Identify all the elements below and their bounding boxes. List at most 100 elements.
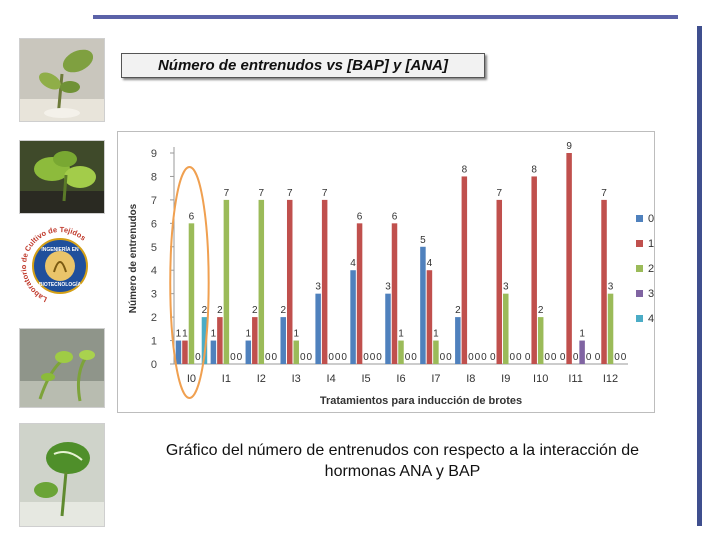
data-label: 6 <box>357 211 363 222</box>
data-label: 1 <box>246 329 252 340</box>
y-tick-label: 7 <box>151 195 157 207</box>
data-label: 2 <box>252 305 258 316</box>
data-label: 8 <box>462 164 468 175</box>
data-label: 0 <box>475 352 481 363</box>
bar <box>217 317 223 364</box>
bar <box>223 199 230 364</box>
data-label: 7 <box>601 188 607 199</box>
data-label: 0 <box>370 352 376 363</box>
data-label: 2 <box>217 305 223 316</box>
bar <box>252 317 258 364</box>
data-label: 7 <box>224 188 230 199</box>
x-tick-label: I8 <box>466 373 475 385</box>
chart-container: 0 1 2 3 4 5 6 7 8 9 Número de entrenudos 1 1 6 0 2 I0 1 2 7… <box>117 131 655 413</box>
y-tick-label: 8 <box>151 171 157 183</box>
plant-photo-1 <box>19 38 105 122</box>
x-tick-label: I9 <box>501 373 510 385</box>
y-tick-label: 9 <box>151 148 157 160</box>
bar <box>182 340 188 364</box>
data-label: 6 <box>392 211 398 222</box>
data-label: 0 <box>335 352 341 363</box>
data-label: 0 <box>614 352 620 363</box>
x-tick-label: I7 <box>431 373 440 385</box>
y-tick-label: 3 <box>151 289 157 301</box>
data-label: 0 <box>490 352 496 363</box>
logo-center-text-bottom: BIOTECNOLOGÍA <box>39 280 82 288</box>
data-label: 0 <box>481 352 487 363</box>
y-tick-label: 4 <box>151 265 157 277</box>
data-label: 3 <box>608 282 614 293</box>
x-tick-label: I3 <box>292 373 301 385</box>
data-label: 1 <box>398 329 404 340</box>
bar <box>350 270 356 364</box>
x-tick-label: I12 <box>603 373 618 385</box>
data-label: 0 <box>237 352 243 363</box>
caption-line-2: hormonas ANA y BAP <box>324 463 481 480</box>
data-label: 1 <box>579 329 585 340</box>
data-label: 0 <box>328 352 334 363</box>
x-tick-label: I6 <box>396 373 405 385</box>
legend-label: 1 <box>648 238 654 250</box>
bar-chart: 0 1 2 3 4 5 6 7 8 9 Número de entrenudos 1 1 6 0 2 I0 1 2 7… <box>128 141 654 407</box>
bar <box>398 340 404 364</box>
data-label: 3 <box>385 282 391 293</box>
data-label: 0 <box>440 352 446 363</box>
right-decorative-rule <box>697 26 702 526</box>
data-label: 0 <box>376 352 382 363</box>
data-label: 0 <box>544 352 550 363</box>
y-tick-label: 1 <box>151 336 157 348</box>
data-label: 7 <box>322 188 328 199</box>
x-tick-label: I2 <box>257 373 266 385</box>
data-label: 0 <box>265 352 271 363</box>
bar <box>607 293 614 364</box>
biotech-lab-logo: Laboratorio de Cultivo de Tejidos INGENI… <box>17 222 103 312</box>
data-label: 8 <box>531 164 537 175</box>
y-tick-label: 2 <box>151 312 157 324</box>
data-label: 0 <box>405 352 411 363</box>
legend-label: 0 <box>648 213 654 225</box>
legend-label: 4 <box>648 313 654 325</box>
data-label: 0 <box>411 352 417 363</box>
data-label: 3 <box>503 282 509 293</box>
top-decorative-rule <box>93 15 678 19</box>
data-label: 6 <box>189 211 195 222</box>
bar <box>258 199 265 364</box>
x-tick-label: I11 <box>568 373 582 385</box>
data-label: 9 <box>566 141 572 152</box>
legend-swatch <box>636 240 643 247</box>
data-label: 4 <box>350 258 356 269</box>
legend-swatch <box>636 215 643 222</box>
data-label: 0 <box>363 352 369 363</box>
plant-photo-2 <box>19 140 105 214</box>
y-tick-label: 5 <box>151 242 157 254</box>
x-tick-label: I0 <box>187 373 196 385</box>
bar <box>356 223 363 364</box>
data-label: 0 <box>272 352 278 363</box>
bar <box>286 199 293 364</box>
bar <box>503 293 509 364</box>
data-label: 1 <box>182 329 188 340</box>
legend-swatch <box>636 290 643 297</box>
x-tick-label: I5 <box>361 373 370 385</box>
y-axis-title: Número de entrenudos <box>128 203 139 313</box>
legend-swatch <box>636 315 643 322</box>
data-label: 0 <box>509 352 515 363</box>
x-axis-title: Tratamientos para inducción de brotes <box>320 395 522 407</box>
plant-photo-3 <box>19 328 105 408</box>
x-tick-label: I10 <box>533 373 548 385</box>
y-tick-label: 0 <box>151 359 157 371</box>
logo-center-text-top: INGENIERÍA EN <box>41 245 79 253</box>
data-label: 0 <box>586 352 592 363</box>
x-tick-label: I1 <box>222 373 231 385</box>
data-label: 7 <box>287 188 293 199</box>
bar <box>455 317 461 364</box>
bar <box>210 340 217 364</box>
data-label: 0 <box>446 352 452 363</box>
data-label: 0 <box>560 352 566 363</box>
bar <box>537 317 544 364</box>
data-label: 1 <box>433 329 439 340</box>
data-label: 0 <box>468 352 474 363</box>
bar <box>245 340 252 364</box>
data-label: 0 <box>551 352 557 363</box>
data-label: 0 <box>341 352 347 363</box>
